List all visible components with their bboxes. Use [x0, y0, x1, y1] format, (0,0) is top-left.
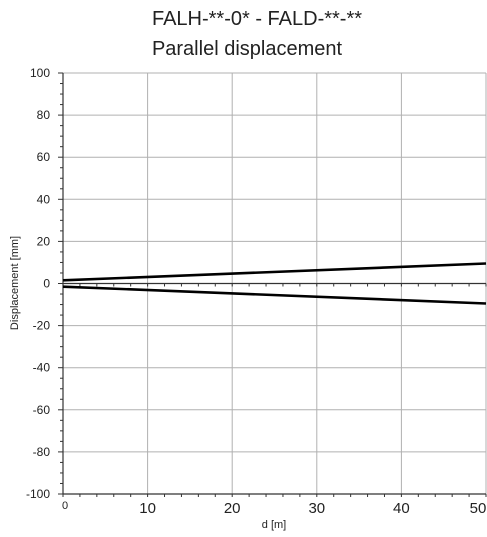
axes [58, 72, 487, 497]
y-tick-label: 0 [43, 277, 50, 291]
y-tick-label: 20 [37, 234, 51, 248]
y-tick-label: -20 [33, 319, 51, 333]
chart-subtitle: Parallel displacement [152, 38, 343, 60]
y-tick-label: 60 [37, 150, 51, 164]
x-tick-label: 0 [62, 500, 68, 512]
x-tick-label: 30 [308, 500, 325, 517]
y-tick-label: -80 [33, 445, 51, 459]
y-tick-label: 100 [30, 66, 50, 80]
y-tick-label: 40 [37, 192, 51, 206]
x-tick-label: 10 [139, 500, 156, 517]
x-tick-label: 20 [224, 500, 241, 517]
series-line-2 [62, 285, 487, 305]
y-tick-label: 80 [37, 108, 51, 122]
tick-labels: -100 -80 -60 -40 -20 0 20 40 60 80 100 0 10 20 30 40 50 [26, 66, 486, 517]
x-tick-label: 40 [393, 500, 410, 517]
y-axis-label: Displacement [mm] [9, 236, 21, 330]
y-tick-label: -40 [33, 361, 51, 375]
x-tick-label: 50 [470, 500, 487, 517]
series-line-1 [62, 262, 487, 282]
chart-title: FALH-**-0* - FALD-**-** [152, 8, 362, 30]
x-axis-label: d [m] [262, 519, 286, 531]
y-tick-label: -100 [26, 487, 50, 501]
series-group [62, 262, 487, 305]
y-tick-label: -60 [33, 403, 51, 417]
